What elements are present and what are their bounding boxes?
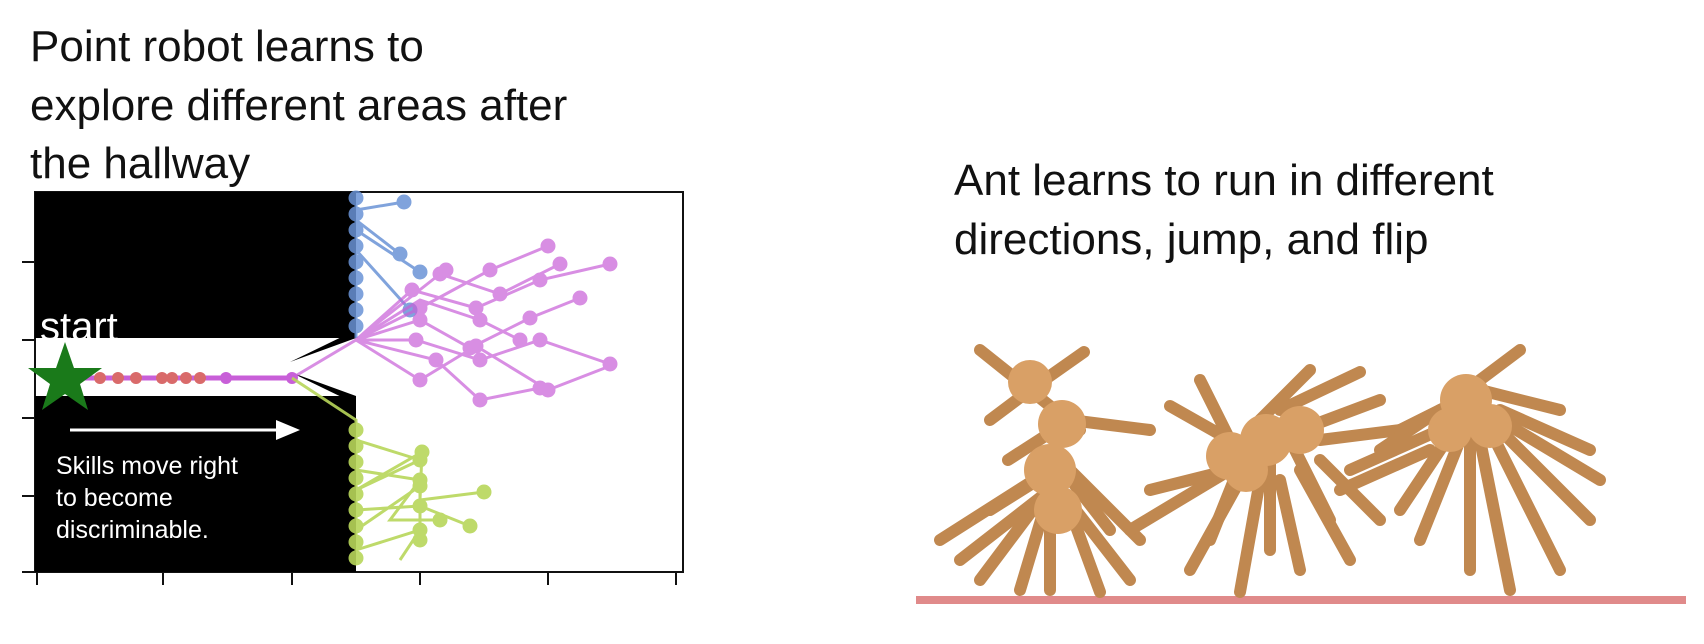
lime-skill-trajectories	[291, 376, 492, 566]
skills-label-line-1: Skills move right	[56, 452, 238, 480]
left-caption: Point robot learns to explore different …	[30, 18, 690, 194]
ant-body-icon	[1224, 448, 1268, 492]
right-caption-line-2: directions, jump, and flip	[954, 214, 1429, 264]
blue-skill-trajectories	[348, 190, 428, 338]
ant-body-icon	[1008, 360, 1052, 404]
hallway-trajectory	[65, 372, 298, 384]
flipping-ant-figure	[1334, 344, 1606, 596]
hallway-funnel	[290, 330, 356, 362]
hallway-funnel-bottom	[290, 372, 356, 404]
x-ticks	[36, 572, 677, 585]
ant-skills-illustration	[916, 344, 1686, 604]
ant-body-icon	[1034, 486, 1082, 534]
maze-wall-top	[35, 192, 356, 338]
right-caption: Ant learns to run in different direction…	[954, 152, 1674, 269]
ant-body-icon	[1024, 444, 1076, 496]
ant-body-icon	[1468, 404, 1512, 448]
point-robot-plot: start Skills move right to become discri…	[22, 190, 684, 585]
right-arrow-icon	[70, 420, 300, 440]
left-caption-line-1: Point robot learns to	[30, 22, 424, 71]
ant-body-icon	[1428, 408, 1472, 452]
y-ticks	[22, 261, 35, 573]
ant-body-icon	[1276, 406, 1324, 454]
right-caption-line-1: Ant learns to run in different	[954, 156, 1494, 205]
left-caption-line-3: the hallway	[30, 139, 251, 189]
start-star-icon	[28, 342, 102, 410]
left-caption-line-2: explore different areas after	[30, 80, 568, 130]
magenta-skill-trajectories	[291, 238, 618, 408]
ant-body-icon	[1038, 400, 1086, 448]
start-label: start	[40, 305, 118, 349]
maze-wall-bottom	[35, 396, 356, 572]
skills-label-line-2: to become	[56, 484, 173, 512]
skills-label-line-3: discriminable.	[56, 516, 209, 544]
floor	[916, 596, 1686, 604]
